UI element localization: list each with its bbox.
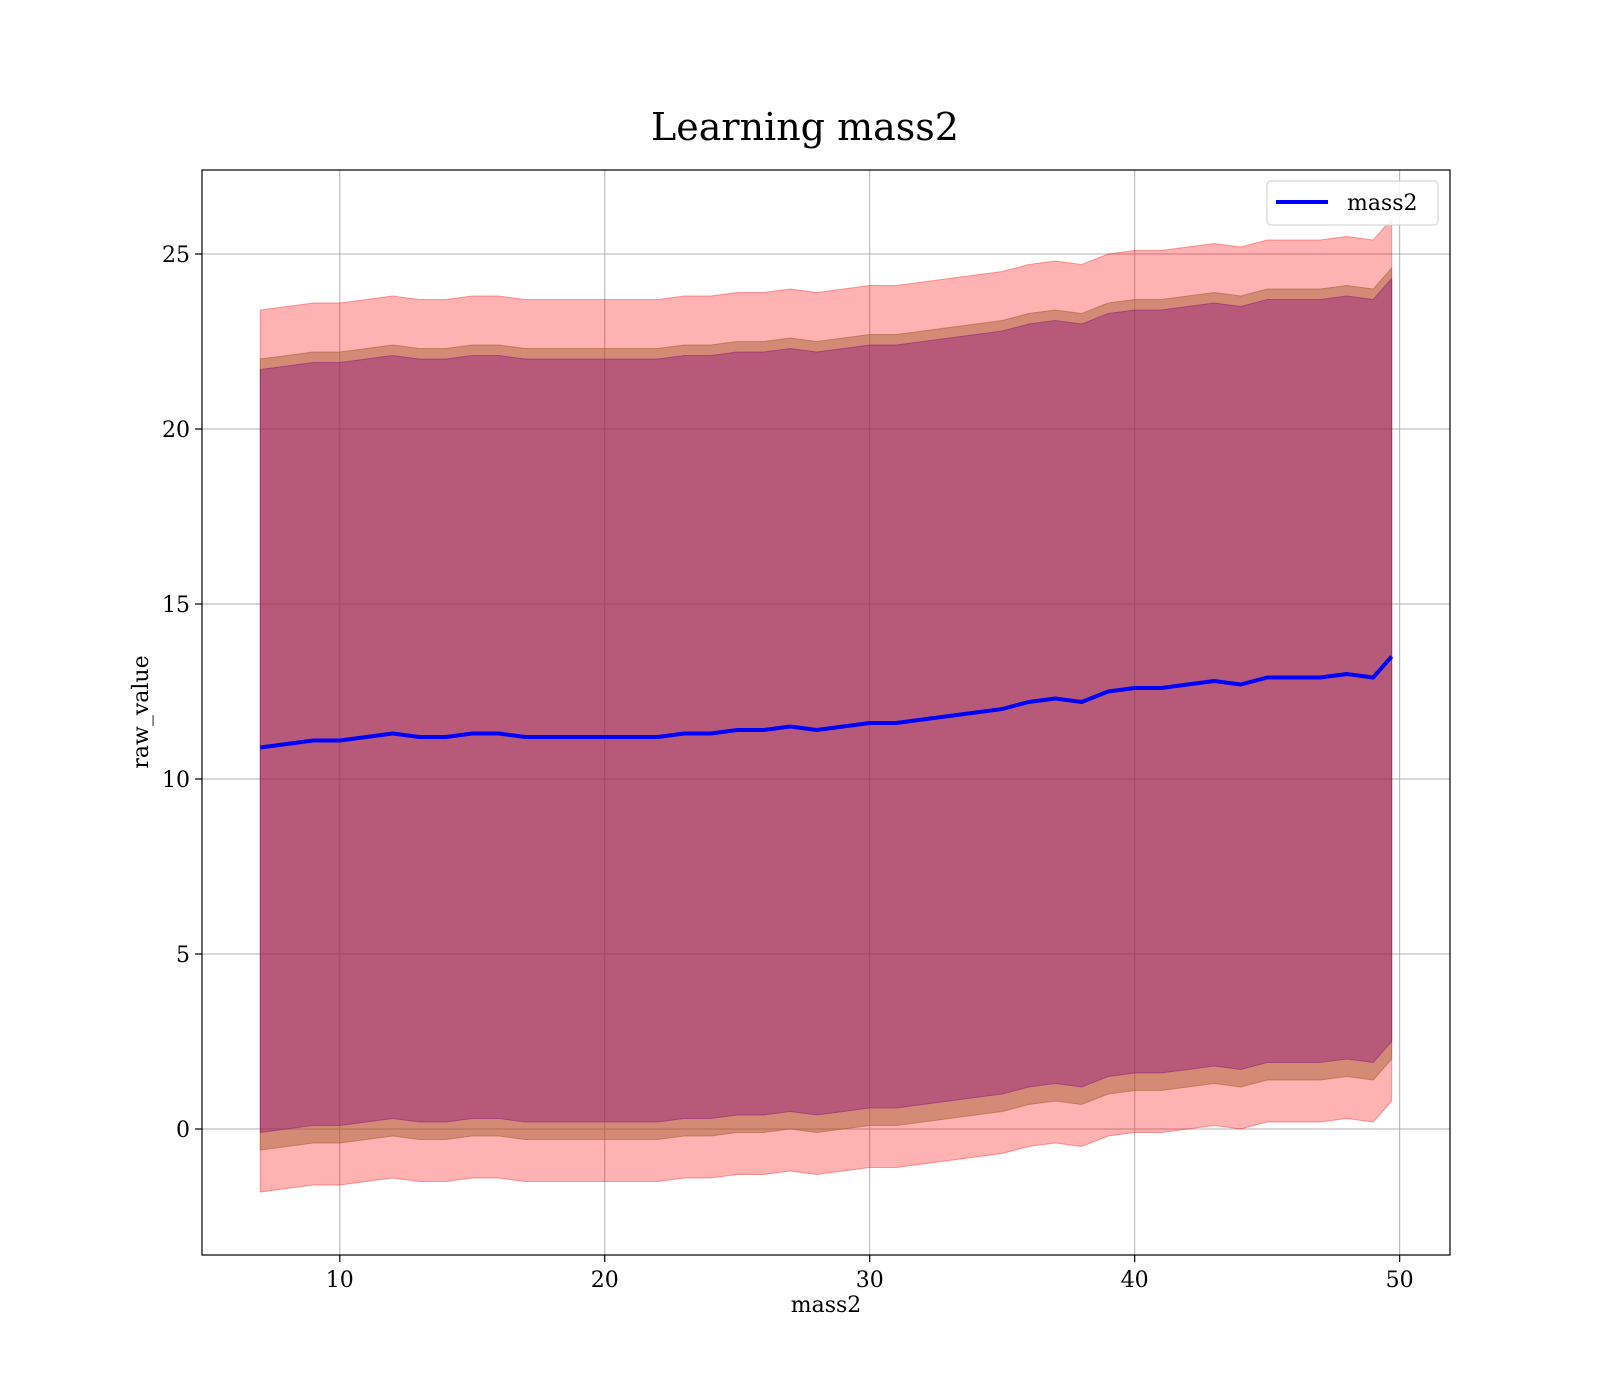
y-ticks: 0 5 10 15 20 25 xyxy=(162,243,202,1143)
plot-frame xyxy=(201,169,1451,1256)
y-tick-label: 5 xyxy=(176,943,190,968)
chart-title: Learning mass2 xyxy=(651,105,959,149)
x-tick-label: 40 xyxy=(1121,1268,1149,1293)
confidence-bands xyxy=(259,217,1393,1193)
legend-label: mass2 xyxy=(1347,191,1418,216)
y-tick-label: 20 xyxy=(162,418,190,443)
legend-frame xyxy=(1266,180,1439,226)
legend: mass2 xyxy=(1266,180,1439,226)
x-tick-label: 20 xyxy=(591,1268,619,1293)
series-lines xyxy=(260,655,1394,750)
band-middle xyxy=(259,266,1393,1151)
y-tick-label: 15 xyxy=(162,593,190,618)
y-tick-label: 10 xyxy=(162,768,190,793)
y-tick-label: 25 xyxy=(162,243,190,268)
x-axis-label: mass2 xyxy=(791,1293,862,1318)
x-tick-label: 30 xyxy=(856,1268,884,1293)
band-outer xyxy=(259,217,1393,1193)
grid xyxy=(202,170,1450,1255)
band-inner xyxy=(259,277,1393,1134)
x-tick-label: 10 xyxy=(326,1268,354,1293)
series-line-mass2 xyxy=(260,655,1394,750)
x-ticks: 10 20 30 40 50 xyxy=(326,1255,1414,1293)
y-axis-label: raw_value xyxy=(129,655,154,768)
y-tick-label: 0 xyxy=(176,1118,190,1143)
x-tick-label: 50 xyxy=(1386,1268,1414,1293)
